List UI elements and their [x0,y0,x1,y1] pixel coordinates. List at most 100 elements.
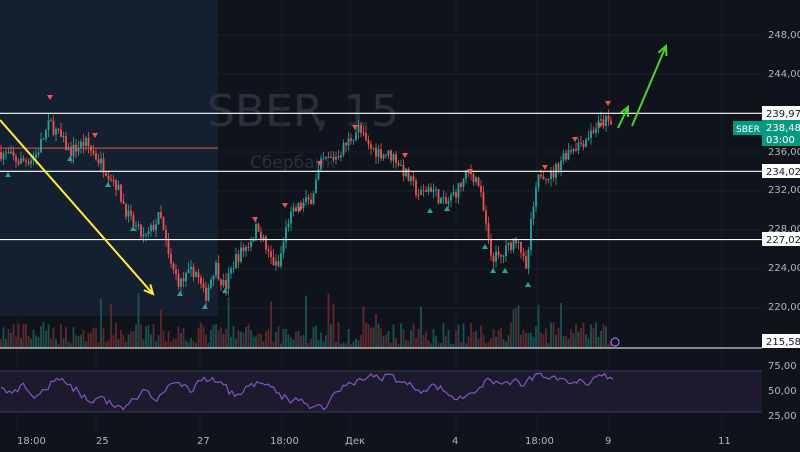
volume-bar [280,343,282,348]
sell-marker [297,207,303,212]
level-tag-1-label: 239,97 [766,109,800,120]
volume-bar [32,330,35,348]
volume-bar [57,343,60,348]
volume-bar [417,329,420,348]
volume-bar [350,343,352,348]
candle-body [382,154,385,159]
candle-body [290,211,292,224]
candle-body [342,142,345,156]
volume-bar [42,322,45,348]
candle-body [445,197,447,204]
level-tag-4-label: 215,58 [766,337,800,348]
volume-bar [195,343,197,348]
volume-bar [257,333,260,348]
volume-bar [582,322,585,348]
volume-bar [82,330,85,348]
volume-bar [102,328,105,348]
volume-bar [545,328,547,348]
volume-bar [457,324,460,348]
candle-body [85,137,87,146]
candle-body [527,249,530,269]
candle-body [115,180,117,190]
event-icon[interactable] [610,337,620,347]
volume-bar [227,297,230,348]
candle-body [410,176,412,182]
candle-body [165,229,167,241]
volume-bar [300,335,302,348]
volume-bar [450,343,452,348]
volume-bar [97,342,100,348]
candle-body [510,242,512,250]
candle-body [440,198,442,204]
x-tick-label: 18:00 [270,436,299,447]
candle-body [270,251,272,258]
volume-bar [437,343,440,348]
buy-marker [202,304,208,309]
candle-body [457,183,460,198]
volume-bar [312,327,315,348]
down-arrow-head [143,284,155,296]
candle-body [397,163,400,166]
volume-bar [422,335,425,348]
candle-body [512,238,515,250]
candle-body [80,141,82,148]
candle-body [590,130,592,138]
volume-bar [320,332,322,348]
candle-body [25,160,27,162]
candle-body [277,261,280,267]
candle-body [292,207,295,212]
candle-body [525,256,527,269]
candle-body [450,194,452,201]
candle-body [550,171,552,179]
volume-bar [610,341,612,348]
candle-body [180,278,182,287]
volume-bar [75,335,77,348]
candle-body [565,153,567,160]
volume-bar [420,306,422,348]
volume-bar [282,329,285,348]
candle-body [190,266,192,270]
candle-body [57,128,60,130]
volume-bar [382,335,385,348]
volume-bar [37,336,40,348]
volume-bar [460,341,462,348]
candle-body [385,154,387,156]
volume-bar [552,322,555,348]
candle-body [197,272,200,278]
candle-body [27,161,30,164]
volume-bar [250,330,252,348]
candle-body [15,156,17,162]
volume-bar [415,337,417,348]
volume-bar [365,322,367,348]
volume-bar [395,337,397,348]
volume-bar [52,327,55,348]
x-tick-label: 27 [197,436,210,447]
volume-bar [232,326,235,348]
volume-bar [285,329,287,348]
candle-body [295,207,297,212]
watermark: SBER , 15 Сбербанк [207,86,399,173]
volume-bar [222,333,225,348]
candle-body [327,156,330,158]
candle-body [375,147,377,157]
candle-body [137,224,140,226]
candle-body [482,192,485,211]
sell-marker [47,95,53,100]
volume-bar [467,336,470,348]
volume-bar [12,323,15,348]
candle-body [335,156,337,160]
candle-body [535,187,537,207]
candle-body [202,283,205,288]
volume-bar [572,333,575,348]
rsi-band [0,371,762,412]
volume-bar [500,327,502,348]
signal-markers [5,95,611,309]
candle-body [17,161,20,164]
x-tick-label: 25 [96,436,109,447]
candle-body [60,129,62,137]
candle-body [55,128,57,135]
volume-bar [485,343,487,348]
candle-body [487,223,490,240]
candle-body [605,116,607,126]
